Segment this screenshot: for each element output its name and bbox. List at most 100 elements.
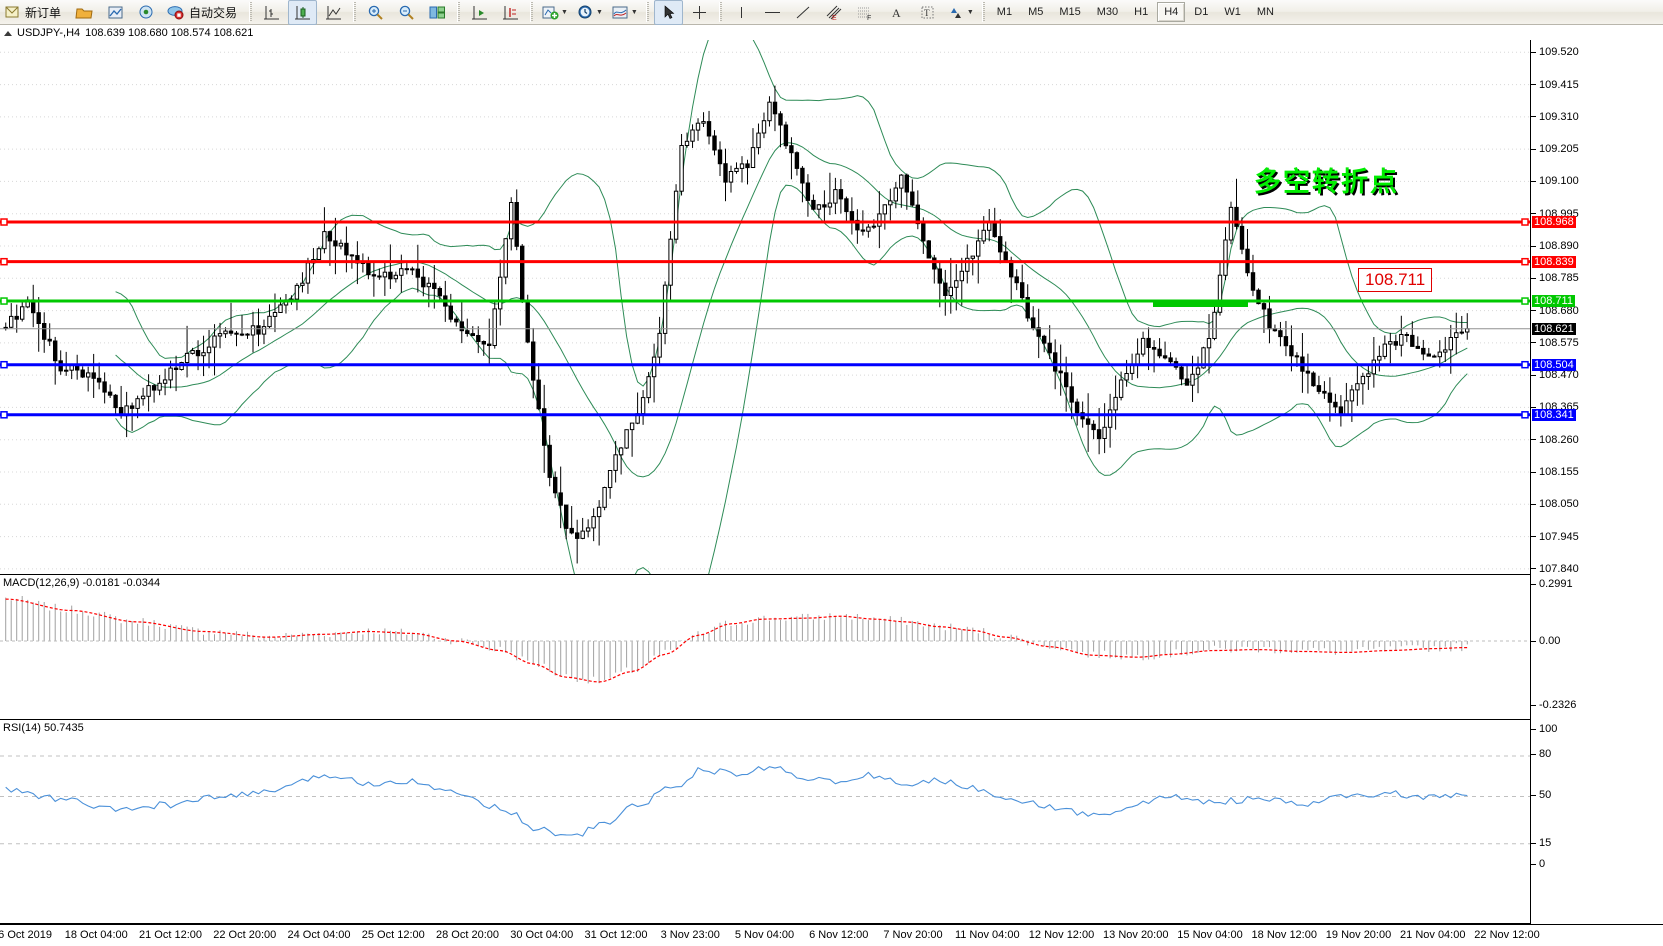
trendline-button[interactable] — [789, 0, 818, 25]
candle — [168, 367, 173, 381]
price-scale[interactable]: 109.520 109.415 109.310 109.205 109.100 108.9… — [1530, 40, 1663, 576]
price-level-label: 108.711 — [1532, 295, 1575, 308]
line-chart-button[interactable] — [319, 0, 348, 25]
time-scale[interactable]: 16 Oct 2019 18 Oct 04:00 21 Oct 12:00 22 Oc… — [0, 924, 1663, 946]
candle — [437, 288, 443, 297]
candle — [454, 318, 459, 323]
text-tool-button[interactable]: A — [882, 0, 911, 25]
candle — [1437, 351, 1442, 358]
candle — [399, 268, 404, 276]
candle — [954, 280, 959, 288]
chevron-down-icon[interactable]: ▼ — [630, 8, 638, 16]
candle — [1261, 303, 1267, 310]
timeframe-m30[interactable]: M30 — [1096, 6, 1119, 18]
macd-canvas[interactable] — [0, 576, 1530, 720]
price-tick: 108.155 — [1531, 466, 1579, 478]
horizontal-line-button[interactable] — [758, 0, 787, 25]
candle — [739, 163, 745, 169]
timeframe-h4[interactable]: H4 — [1157, 2, 1186, 22]
candle — [1124, 373, 1129, 381]
timeframe-m1[interactable]: M1 — [996, 6, 1013, 18]
timeframe-w1[interactable]: W1 — [1224, 6, 1241, 18]
zoom-in-button[interactable] — [361, 0, 390, 25]
shift-end-button[interactable] — [465, 0, 494, 25]
candlestick-icon — [295, 5, 311, 19]
candle — [1322, 390, 1327, 394]
timeframe-mn[interactable]: MN — [1256, 6, 1274, 18]
candle — [327, 231, 333, 242]
candle — [1278, 330, 1283, 338]
new-order-button[interactable]: 新订单 — [1, 0, 68, 25]
macd-tick: -0.2326 — [1531, 699, 1576, 711]
vertical-line-button[interactable] — [727, 0, 756, 25]
candle — [827, 202, 833, 208]
chevron-down-icon[interactable]: ▼ — [966, 8, 974, 16]
candle — [102, 381, 107, 393]
candle — [421, 276, 426, 288]
time-tick: 7 Nov 20:00 — [883, 929, 943, 941]
profiles-button[interactable] — [101, 0, 130, 25]
templates-button[interactable]: ▼ — [608, 0, 641, 25]
fibonacci-button[interactable]: F — [851, 0, 880, 25]
collapse-triangle-icon[interactable] — [4, 30, 12, 36]
candle — [932, 257, 937, 270]
trendline-icon — [796, 6, 810, 18]
svg-text:E: E — [832, 15, 837, 21]
candle — [580, 530, 585, 539]
crosshair-tool-button[interactable] — [685, 0, 714, 25]
macd-scale[interactable]: 0.2991 0.00 -0.2326 — [1530, 576, 1663, 721]
candle — [943, 282, 948, 297]
folder-icon-button[interactable] — [70, 0, 99, 25]
zoom-out-button[interactable] — [392, 0, 421, 25]
candle — [14, 315, 19, 320]
cursor-arrow-icon — [664, 4, 675, 19]
candle — [1311, 372, 1316, 387]
chevron-down-icon[interactable]: ▼ — [595, 8, 603, 16]
candle — [745, 163, 750, 169]
candle — [195, 350, 201, 357]
rsi-pane[interactable]: RSI(14) 50.7435 — [0, 721, 1530, 924]
candlestick-chart-button[interactable] — [288, 0, 318, 25]
equidistant-channel-button[interactable]: E — [820, 0, 849, 25]
candle — [915, 204, 920, 225]
candle — [937, 268, 942, 284]
timeframe-d1[interactable]: D1 — [1194, 6, 1209, 18]
timeframe-m5[interactable]: M5 — [1028, 6, 1044, 18]
autotrading-label: 自动交易 — [189, 5, 238, 20]
symbol-label: USDJPY-,H4 — [17, 27, 81, 39]
price-chart-pane[interactable] — [0, 40, 1530, 575]
bollinger-lower — [115, 184, 1468, 574]
price-tick: 108.575 — [1531, 337, 1579, 349]
period-button[interactable]: ▼ — [573, 0, 606, 25]
text-label-button[interactable]: T — [913, 0, 942, 25]
candle — [267, 315, 272, 328]
candle — [723, 163, 728, 183]
chevron-down-icon[interactable]: ▼ — [561, 8, 568, 16]
candle — [690, 129, 695, 142]
market-watch-button[interactable] — [132, 0, 161, 25]
cursor-tool-button[interactable] — [653, 0, 683, 25]
candle — [1360, 375, 1366, 385]
tile-windows-button[interactable] — [423, 0, 452, 25]
rsi-canvas[interactable] — [0, 721, 1530, 924]
candle — [575, 532, 580, 539]
price-callout-box: 108.711 — [1358, 268, 1433, 292]
candle — [904, 174, 909, 193]
candle — [624, 429, 629, 449]
timeframe-m15[interactable]: M15 — [1059, 6, 1081, 18]
bar-chart-button[interactable] — [257, 0, 286, 25]
candle — [514, 202, 519, 247]
timeframe-h1[interactable]: H1 — [1134, 6, 1149, 18]
channel-icon: E — [826, 5, 842, 21]
macd-pane[interactable]: MACD(12,26,9) -0.0181 -0.0344 — [0, 576, 1530, 720]
autotrading-button[interactable]: 自动交易 — [163, 0, 244, 25]
price-chart-canvas[interactable] — [0, 40, 1530, 575]
candle — [1250, 272, 1256, 291]
indicators-button[interactable]: ▼ — [538, 0, 571, 25]
candle — [316, 248, 322, 260]
rsi-scale[interactable]: 100 80 50 15 0 — [1530, 721, 1663, 924]
candle — [1168, 357, 1173, 363]
arrows-button[interactable]: ▼ — [944, 0, 977, 25]
candle — [553, 476, 558, 494]
auto-scroll-button[interactable] — [496, 0, 525, 25]
